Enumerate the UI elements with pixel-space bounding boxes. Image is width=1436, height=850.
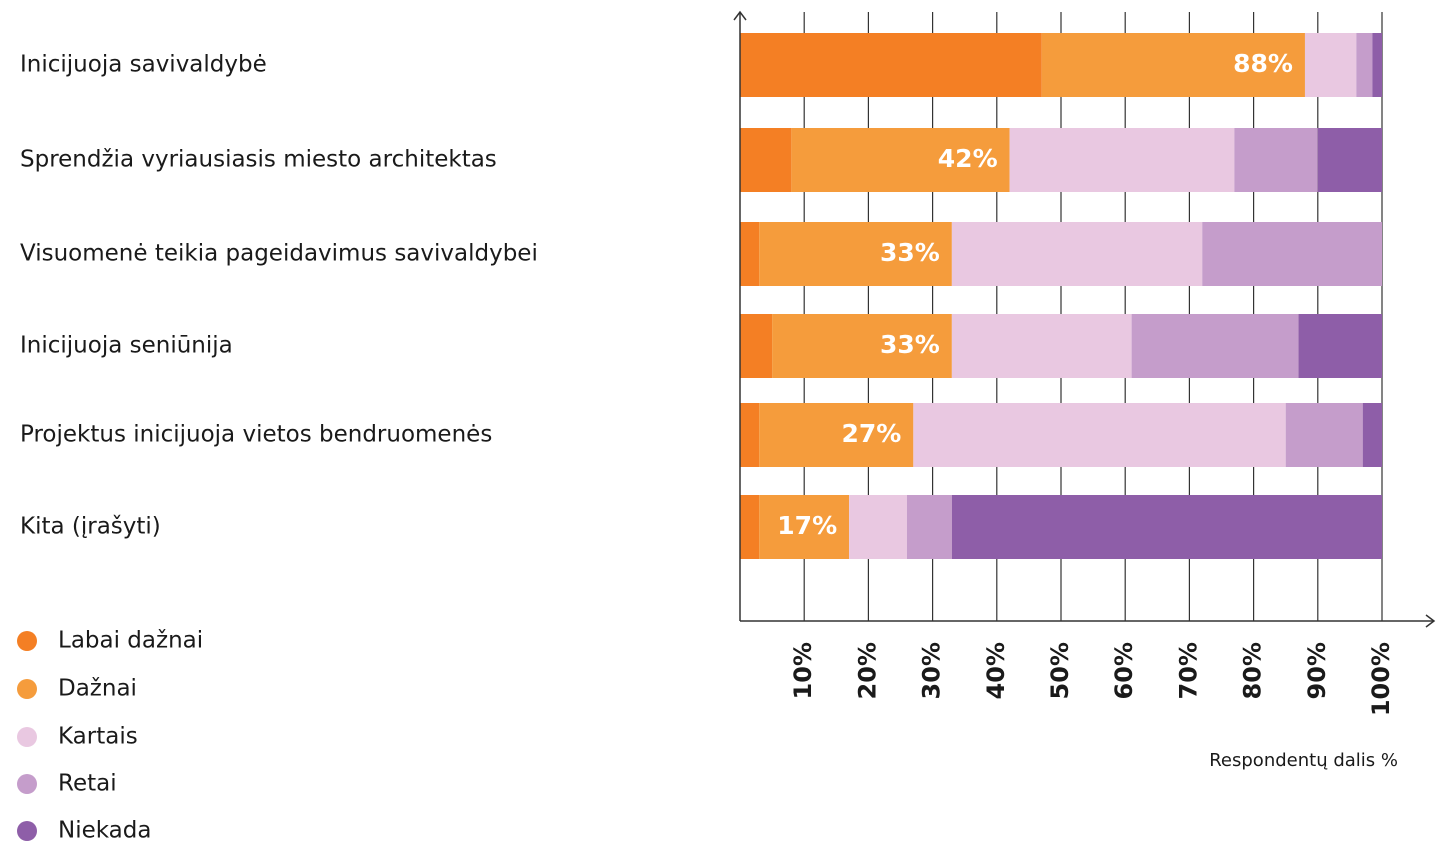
bar-segment	[740, 222, 760, 286]
bar-segment	[1298, 314, 1382, 378]
bar-segment	[1234, 128, 1318, 192]
x-tick-label: 40%	[982, 642, 1010, 699]
bar-segment	[1131, 314, 1299, 378]
category-label: Inicijuoja savivaldybė	[20, 52, 267, 78]
legend-marker	[17, 774, 37, 794]
category-label: Inicijuoja seniūnija	[20, 333, 233, 359]
bar-segment	[740, 403, 760, 467]
bar-segment	[849, 495, 907, 559]
bar-segment	[951, 314, 1132, 378]
bar-segment	[791, 128, 1010, 192]
x-tick-label: 100%	[1367, 642, 1395, 716]
x-axis-title: Respondentų dalis %	[1209, 750, 1398, 771]
category-label: Projektus inicijuoja vietos bendruomenės	[20, 422, 492, 448]
legend-marker	[17, 679, 37, 699]
legend-label: Dažnai	[58, 676, 137, 702]
bar-segment	[740, 128, 792, 192]
bar-segment	[951, 222, 1203, 286]
legend-marker	[17, 821, 37, 841]
x-tick-label: 20%	[853, 642, 881, 699]
bar-segment	[951, 495, 1382, 559]
category-label: Sprendžia vyriausiasis miesto architekta…	[20, 147, 497, 173]
bar-segment	[740, 33, 1042, 97]
bar-segment	[1041, 33, 1305, 97]
bar-segment	[740, 314, 773, 378]
bar-segment	[1317, 128, 1382, 192]
x-tick-label: 70%	[1174, 642, 1202, 699]
bar-segment	[1356, 33, 1373, 97]
x-tick-label: 10%	[789, 642, 817, 699]
bar-segment	[759, 222, 952, 286]
category-label: Kita (įrašyti)	[20, 514, 161, 540]
bar-label: 33%	[880, 238, 940, 267]
legend-label: Niekada	[58, 818, 151, 844]
legend-label: Labai dažnai	[58, 628, 203, 654]
x-axis-arrow	[1425, 614, 1436, 628]
bar-label: 17%	[777, 511, 837, 540]
bar-segment	[913, 403, 1286, 467]
bar-segment	[906, 495, 952, 559]
bar-segment	[1202, 222, 1382, 286]
bar-segment	[740, 495, 760, 559]
bar-label: 88%	[1233, 49, 1293, 78]
bar-segment	[1009, 128, 1235, 192]
bar-label: 42%	[938, 144, 998, 173]
bar-segment	[1372, 33, 1382, 97]
bars	[740, 33, 1382, 559]
x-tick-label: 50%	[1046, 642, 1074, 699]
x-tick-label: 80%	[1239, 642, 1267, 699]
x-tick-label: 60%	[1110, 642, 1138, 699]
legend-marker	[17, 631, 37, 651]
x-tick-label: 90%	[1303, 642, 1331, 699]
bar-segment	[1285, 403, 1363, 467]
category-label: Visuomenė teikia pageidavimus savivaldyb…	[20, 241, 538, 267]
legend-label: Retai	[58, 771, 117, 797]
bar-segment	[1362, 403, 1382, 467]
bar-segment	[1304, 33, 1357, 97]
y-axis-arrow	[733, 10, 747, 21]
legend-label: Kartais	[58, 724, 138, 750]
legend-marker	[17, 727, 37, 747]
bar-segment	[772, 314, 952, 378]
bar-segment	[759, 495, 850, 559]
x-tick-label: 30%	[918, 642, 946, 699]
bar-label: 33%	[880, 330, 940, 359]
bar-segment	[759, 403, 914, 467]
bar-label: 27%	[841, 419, 901, 448]
